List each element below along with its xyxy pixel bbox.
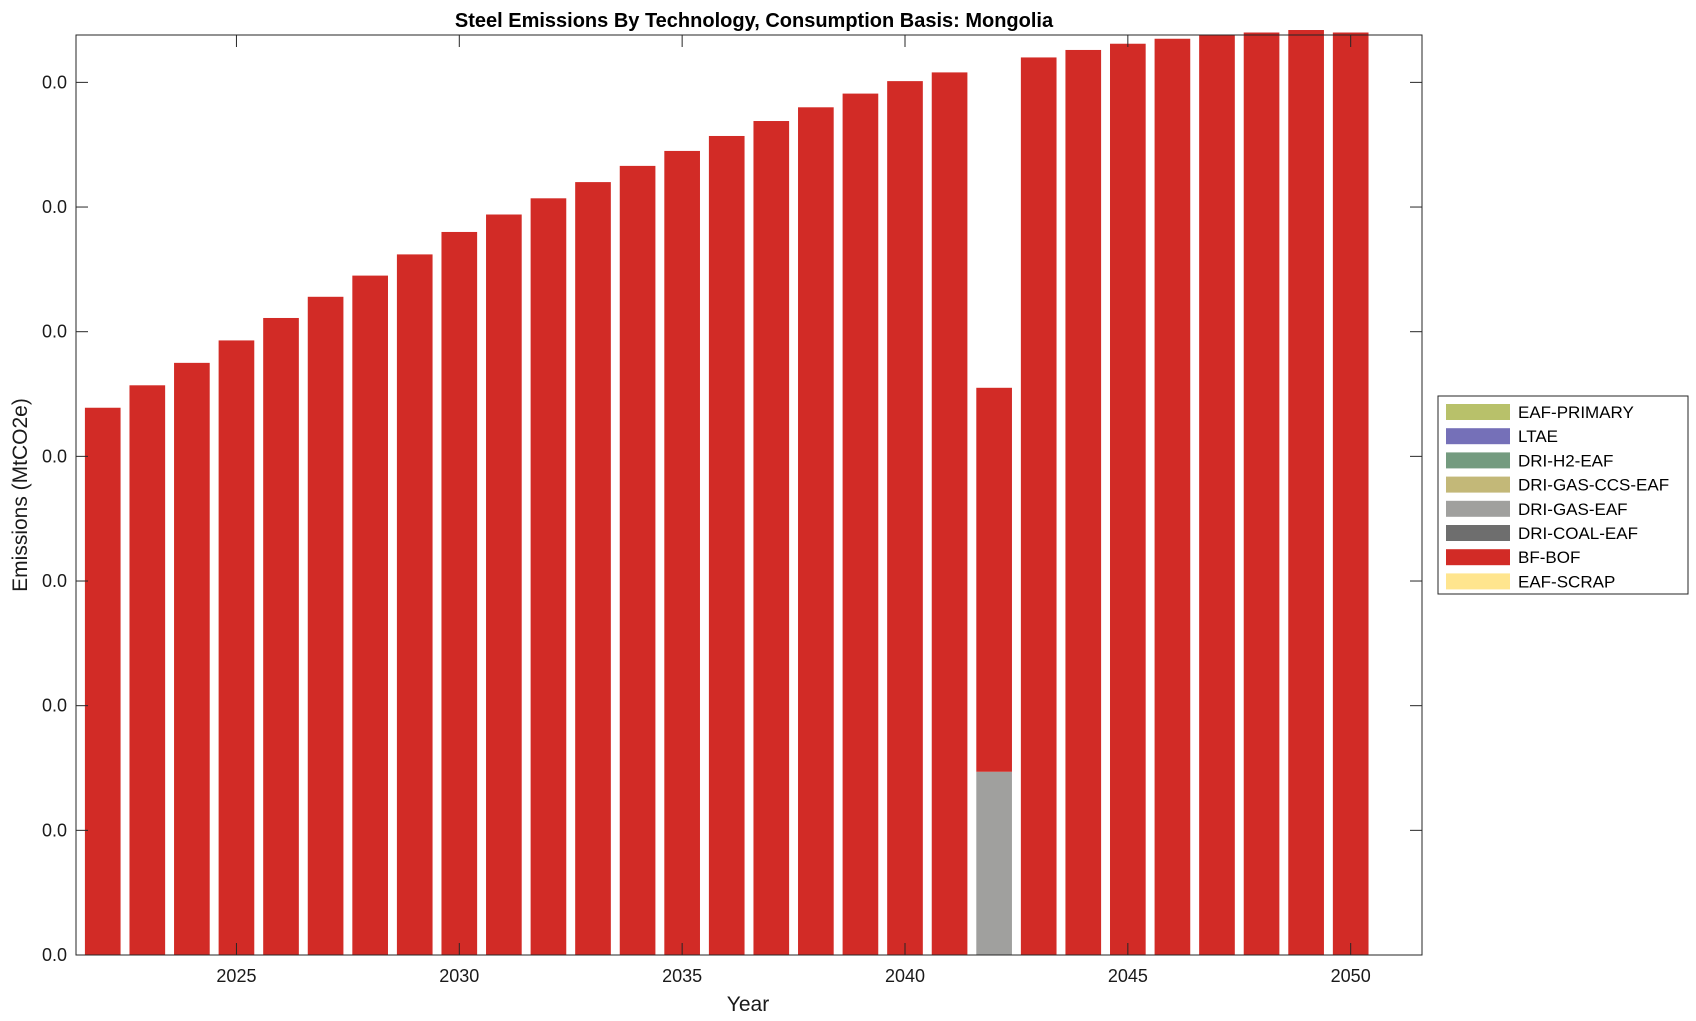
x-tick-label: 2030 [439, 966, 479, 986]
bar-bf-bof-2037 [753, 121, 790, 955]
bar-bf-bof-2024 [174, 362, 210, 955]
legend-swatch-eaf-scrap [1446, 573, 1510, 590]
x-tick-label: 2040 [885, 966, 925, 986]
x-tick-label: 2050 [1331, 966, 1371, 986]
x-axis-label: Year [727, 993, 769, 1016]
bar-bf-bof-2039 [842, 93, 879, 956]
bar-bf-bof-2030 [441, 231, 478, 955]
plot-frame [75, 34, 1423, 956]
y-tick-label: 0.0 [42, 322, 67, 342]
bar-bf-bof-2046 [1154, 38, 1191, 956]
bar-bf-bof-2050 [1332, 32, 1369, 955]
x-axis: 2025 2030 2035 2040 2045 2050 [216, 35, 1371, 986]
legend-swatch-ltae [1446, 428, 1510, 445]
bar-bf-bof-2034 [619, 165, 656, 955]
bar-bf-bof-2047 [1199, 35, 1235, 955]
y-tick-label: 0.0 [42, 696, 67, 716]
legend-swatch-dri-gas-eaf [1446, 500, 1510, 517]
legend: EAF-PRIMARY LTAE DRI-H2-EAF DRI-GAS-CCS-EAF… [1437, 395, 1689, 595]
y-tick-label: 0.0 [42, 571, 67, 591]
legend-swatch-eaf-primary [1446, 404, 1510, 420]
legend-label-dri-coal-eaf: DRI-COAL-EAF [1518, 524, 1638, 543]
y-tick-label: 0.0 [42, 72, 67, 92]
bar-bf-bof-2040 [887, 81, 923, 956]
bars-group [84, 30, 1369, 956]
legend-label-eaf-primary: EAF-PRIMARY [1518, 403, 1634, 422]
y-tick-label: 0.0 [42, 197, 67, 217]
bar-bf-bof-2041 [931, 72, 968, 955]
bar-bf-bof-2045 [1110, 43, 1146, 956]
bar-bf-bof-2025 [218, 340, 255, 955]
bar-bf-bof-2023 [129, 385, 166, 955]
chart-title: Steel Emissions By Technology, Consumpti… [455, 10, 1054, 32]
bar-bf-bof-2044 [1065, 49, 1102, 955]
bar-bf-bof-2026 [263, 317, 299, 956]
legend-swatch-dri-gas-ccs-eaf [1446, 476, 1510, 493]
y-tick-label: 0.0 [42, 446, 67, 466]
legend-label-dri-gas-ccs-eaf: DRI-GAS-CCS-EAF [1518, 476, 1669, 495]
x-tick-label: 2035 [662, 966, 702, 986]
bar-bf-bof-2042 [976, 387, 1012, 772]
x-tick-label: 2025 [216, 966, 256, 986]
bar-bf-bof-2049 [1288, 30, 1324, 955]
y-axis-label: Emissions (MtCO2e) [9, 398, 32, 592]
bar-dri-gas-eaf-2042 [976, 771, 1012, 955]
legend-label-ltae: LTAE [1518, 427, 1558, 446]
bar-bf-bof-2035 [664, 150, 700, 955]
bar-bf-bof-2033 [575, 182, 611, 956]
legend-swatch-dri-coal-eaf [1446, 525, 1510, 541]
bar-bf-bof-2048 [1243, 32, 1280, 955]
legend-label-dri-gas-eaf: DRI-GAS-EAF [1518, 500, 1628, 519]
bar-bf-bof-2029 [396, 254, 433, 955]
bar-bf-bof-2043 [1020, 57, 1057, 955]
bar-bf-bof-2038 [798, 107, 834, 956]
x-tick-label: 2045 [1108, 966, 1148, 986]
bar-bf-bof-2027 [307, 296, 344, 955]
y-axis: 0.0 0.0 0.0 0.0 0.0 0.0 0.0 0.0 [42, 72, 1422, 965]
bar-bf-bof-2022 [84, 407, 121, 955]
legend-label-bf-bof: BF-BOF [1518, 548, 1580, 567]
bar-bf-bof-2031 [486, 214, 522, 955]
legend-label-eaf-scrap: EAF-SCRAP [1518, 572, 1615, 591]
bar-bf-bof-2032 [530, 198, 567, 955]
legend-swatch-dri-h2-eaf [1446, 452, 1510, 469]
bar-bf-bof-2028 [352, 275, 388, 956]
y-tick-label: 0.0 [42, 820, 67, 840]
legend-swatch-bf-bof [1446, 549, 1510, 566]
y-tick-label: 0.0 [42, 945, 67, 965]
bar-bf-bof-2036 [708, 135, 745, 956]
legend-label-dri-h2-eaf: DRI-H2-EAF [1518, 451, 1613, 470]
